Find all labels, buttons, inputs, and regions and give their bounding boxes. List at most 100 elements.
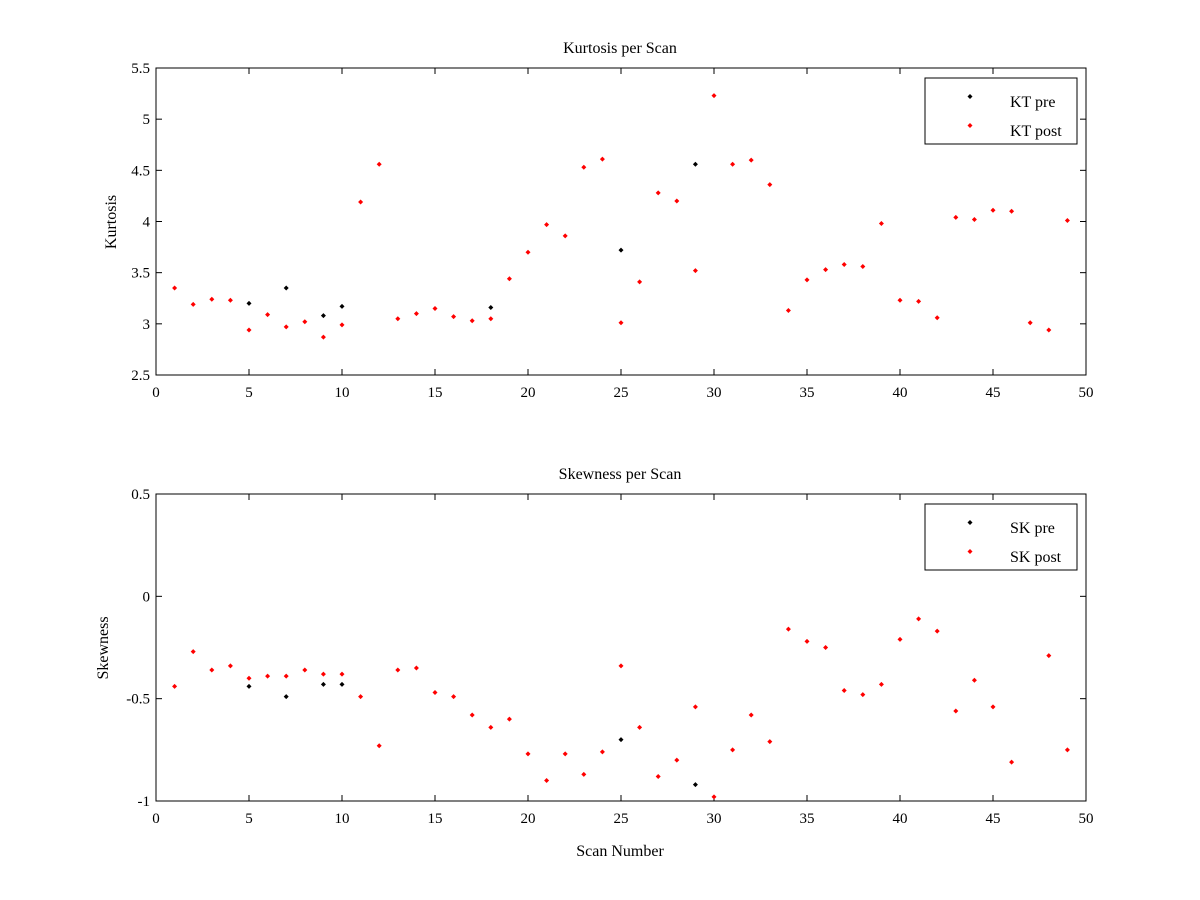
data-point-sk-post xyxy=(506,716,512,722)
y-tick-label: 2.5 xyxy=(131,368,150,384)
x-tick-label: 0 xyxy=(152,811,160,827)
x-tick-label: 35 xyxy=(800,811,815,827)
x-tick-label: 45 xyxy=(986,385,1001,401)
data-point-sk-pre xyxy=(246,683,252,689)
data-point-kt-post xyxy=(1009,208,1015,214)
data-point-sk-post xyxy=(730,747,736,753)
legend-box xyxy=(924,503,1078,571)
axis-ticks: 0 5 10 15 20 25 30 35 40 45 50 -1 -0.5 0 0.5 xyxy=(126,487,1093,827)
y-tick-label: 4.5 xyxy=(131,163,150,179)
data-point-kt-post xyxy=(265,312,271,318)
legend-marker-kt-pre xyxy=(967,94,973,99)
x-tick-label: 0 xyxy=(152,385,160,401)
x-tick-label: 40 xyxy=(893,385,908,401)
legend-label: KT post xyxy=(1010,123,1062,140)
kurtosis-subplot: Kurtosis per Scan Kurtosis 0 5 10 15 20 25 30 3… xyxy=(103,40,1094,401)
data-point-kt-pre xyxy=(320,313,326,319)
legend: KT pre KT post xyxy=(924,77,1078,145)
data-point-sk-post xyxy=(413,665,419,671)
legend-box xyxy=(924,77,1078,145)
data-point-sk-post xyxy=(990,704,996,710)
data-point-sk-post xyxy=(451,694,457,700)
x-tick-label: 35 xyxy=(800,385,815,401)
data-point-kt-post xyxy=(804,277,810,283)
data-point-kt-post xyxy=(302,319,308,325)
data-point-kt-post xyxy=(953,214,959,220)
y-tick-label: -1 xyxy=(138,794,151,810)
data-point-sk-post xyxy=(785,626,791,632)
data-point-kt-post xyxy=(209,296,215,302)
legend-label: KT pre xyxy=(1010,94,1055,111)
data-point-kt-pre xyxy=(488,304,494,310)
axis-ticks: 0 5 10 15 20 25 30 35 40 45 50 2.5 3 3.5 4 4.5 5 5.5 xyxy=(131,61,1093,401)
data-point-kt-post xyxy=(916,298,922,304)
chart-title: Skewness per Scan xyxy=(559,466,682,483)
data-point-sk-post xyxy=(246,675,252,681)
data-point-kt-post xyxy=(841,261,847,267)
data-point-sk-post xyxy=(823,645,829,650)
data-point-sk-post xyxy=(227,663,233,669)
data-point-sk-post xyxy=(488,724,494,730)
data-point-sk-post xyxy=(562,751,568,757)
data-point-kt-post xyxy=(1027,320,1033,326)
data-point-sk-post xyxy=(209,667,215,673)
x-axis-label: Scan Number xyxy=(576,843,664,860)
data-point-sk-post xyxy=(1064,747,1070,753)
y-tick-label: 3 xyxy=(143,317,151,333)
data-point-sk-pre xyxy=(320,681,326,687)
x-tick-label: 45 xyxy=(986,811,1001,827)
data-point-sk-post xyxy=(618,663,624,669)
data-point-kt-post xyxy=(432,305,438,311)
data-point-sk-post xyxy=(692,704,698,710)
data-point-sk-post xyxy=(320,671,326,677)
data-point-kt-post xyxy=(246,327,252,333)
x-tick-label: 50 xyxy=(1079,811,1094,827)
data-point-kt-post xyxy=(674,198,680,204)
data-point-kt-post xyxy=(525,249,531,255)
data-point-kt-post xyxy=(692,268,698,274)
x-tick-label: 15 xyxy=(428,385,443,401)
y-tick-label: 4 xyxy=(143,215,151,231)
data-point-sk-post xyxy=(283,673,289,679)
data-point-kt-post xyxy=(413,311,419,317)
data-point-kt-pre xyxy=(339,303,345,309)
data-point-kt-post xyxy=(823,267,829,273)
data-point-sk-post xyxy=(916,616,922,622)
y-tick-label: 5 xyxy=(143,112,151,128)
data-point-kt-post xyxy=(618,320,624,326)
data-point-kt-post xyxy=(283,324,289,330)
data-point-sk-post xyxy=(767,739,773,745)
data-point-kt-post xyxy=(934,315,940,321)
data-point-kt-pre xyxy=(283,285,289,291)
data-point-kt-post xyxy=(544,222,550,228)
data-point-kt-post xyxy=(562,233,568,239)
data-point-sk-post xyxy=(581,771,587,777)
y-tick-label: -0.5 xyxy=(126,692,150,708)
data-point-kt-post xyxy=(971,216,977,222)
legend: SK pre SK post xyxy=(924,503,1078,571)
data-point-sk-post xyxy=(376,743,382,749)
legend-marker-kt-post xyxy=(967,123,973,128)
data-point-kt-post xyxy=(581,164,587,170)
data-point-sk-post xyxy=(172,683,178,689)
data-point-sk-post xyxy=(804,638,810,644)
data-point-sk-post xyxy=(302,667,308,673)
y-axis-label: Kurtosis xyxy=(103,195,120,249)
x-tick-label: 30 xyxy=(707,385,722,401)
data-points xyxy=(172,616,1070,800)
data-point-kt-post xyxy=(1046,327,1052,333)
data-points xyxy=(172,93,1070,340)
data-point-sk-post xyxy=(432,690,438,696)
data-point-sk-pre xyxy=(339,681,345,687)
x-tick-label: 15 xyxy=(428,811,443,827)
data-point-sk-post xyxy=(655,773,661,779)
data-point-sk-post xyxy=(860,692,866,698)
data-point-kt-post xyxy=(1064,217,1070,223)
data-point-kt-post xyxy=(190,301,196,307)
data-point-kt-post xyxy=(748,157,754,163)
data-point-kt-post xyxy=(227,297,233,303)
data-point-sk-post xyxy=(599,749,605,755)
data-point-sk-pre xyxy=(283,694,289,700)
y-tick-label: 0 xyxy=(143,589,151,605)
